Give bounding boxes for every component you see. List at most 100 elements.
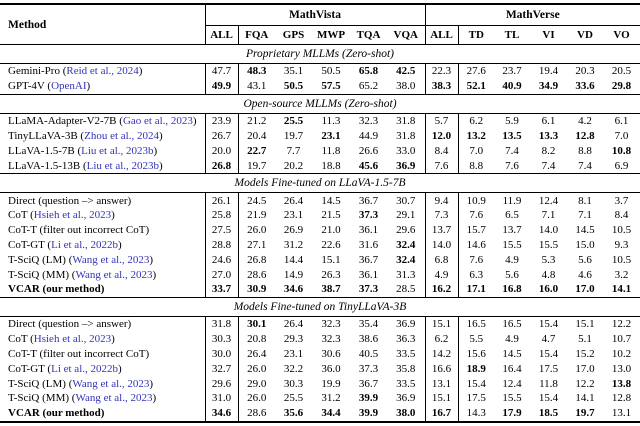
metric-cell: 16.7 (425, 405, 459, 422)
citation-link[interactable]: Zhou et al., 2024 (84, 130, 159, 143)
metric-cell: 32.3 (321, 318, 341, 331)
mathvista-group-header: MathVista (205, 4, 426, 26)
metric-cell: 44.9 (358, 130, 379, 143)
metric-cell: 36.9 (387, 391, 426, 406)
metric-cell: 7.7 (286, 144, 301, 157)
metric-cell: 32.3 (358, 115, 379, 128)
citation-link[interactable]: Reid et al., 2024 (66, 65, 139, 78)
metric-cell: 26.0 (247, 362, 267, 375)
citation-link[interactable]: Wang et al., 2023 (72, 377, 150, 390)
metric-cell: 32.4 (387, 252, 426, 268)
method-cell: CoT-T (filter out incorrect CoT) (0, 346, 206, 362)
metric-cell: 21.9 (247, 209, 267, 222)
metric-cell: 23.7 (502, 65, 522, 78)
metric-cell: 8.4 (425, 143, 459, 159)
metric-cell: 38.3 (425, 78, 459, 95)
metric-cell: 6.1 (541, 115, 556, 128)
metric-cell: 20.5 (611, 65, 632, 78)
metric-cell: 30.0 (205, 346, 239, 362)
section-title: Open-source MLLMs (Zero-shot) (0, 93, 640, 114)
metric-cell: 43.1 (247, 80, 267, 93)
metric-cell: 15.4 (466, 377, 486, 390)
column-header-mathvista-fqa: FQA (238, 25, 275, 45)
citation-link[interactable]: Hsieh et al., 2023 (33, 333, 112, 346)
metric-cell: 32.4 (387, 237, 426, 253)
method-cell: Direct (question –> answer) (0, 316, 206, 332)
metric-cell: 31.2 (321, 392, 341, 405)
metric-cell: 16.5 (502, 318, 522, 331)
metric-cell: 30.3 (205, 331, 239, 347)
citation-link[interactable]: Hsieh et al., 2023 (33, 209, 112, 222)
metric-cell: 35.6 (283, 407, 304, 420)
citation-link[interactable]: Gao et al., 2023 (122, 115, 193, 128)
metric-cell: 31.6 (358, 239, 379, 252)
metric-cell: 15.6 (466, 348, 486, 360)
table-row: TinyLLaVA-3B (Zhou et al., 2024) 26.7 20.4… (0, 128, 640, 144)
metric-cell: 39.9 (358, 392, 379, 405)
citation-link[interactable]: Wang et al., 2023 (75, 392, 153, 405)
metric-cell: 65.8 (358, 65, 379, 78)
metric-cell: 29.8 (611, 80, 632, 93)
metric-cell: 39.9 (358, 407, 379, 420)
metric-cell: 14.0 (425, 237, 459, 253)
table-row: LLaMA-Adapter-V2-7B (Gao et al., 2023) 23… (0, 113, 640, 129)
column-header-mathvista-vqa: VQA (387, 25, 426, 45)
metric-cell: 8.4 (614, 209, 629, 222)
citation-link[interactable]: Wang et al., 2023 (72, 253, 150, 266)
metric-cell: 36.9 (387, 158, 426, 174)
metric-cell: 13.7 (425, 222, 459, 238)
metric-cell: 23.1 (283, 209, 304, 222)
metric-cell: 14.1 (575, 392, 595, 405)
metric-cell: 4.6 (578, 268, 592, 281)
metric-cell: 15.5 (502, 239, 522, 252)
metric-cell: 20.4 (247, 130, 267, 143)
metric-cell: 13.2 (466, 130, 486, 143)
metric-cell: 30.1 (247, 318, 267, 331)
metric-cell: 5.1 (578, 333, 592, 346)
metric-cell: 36.7 (358, 253, 379, 266)
method-column-header: Method (0, 4, 206, 45)
section-title: Models Fine-tuned on TinyLLaVA-3B (0, 296, 640, 317)
citation-link[interactable]: Li et al., 2022b (51, 362, 118, 375)
citation-link[interactable]: Liu et al., 2023b (86, 159, 160, 172)
metric-cell: 20.8 (247, 333, 267, 346)
method-cell: TinyLLaVA-3B (Zhou et al., 2024) (0, 128, 206, 144)
table-row: T-SciQ (LM) (Wang et al., 2023) 24.6 26.8 1… (0, 252, 640, 268)
metric-cell: 6.1 (614, 115, 629, 128)
metric-cell: 17.0 (575, 283, 595, 296)
metric-cell: 14.5 (502, 348, 522, 360)
metric-cell: 16.4 (502, 362, 522, 375)
citation-link[interactable]: Li et al., 2022b (51, 239, 118, 252)
citation-link[interactable]: OpenAI (51, 80, 87, 93)
metric-cell: 12.4 (502, 377, 522, 390)
citation-link[interactable]: Liu et al., 2023b (81, 144, 154, 157)
metric-cell: 15.1 (425, 391, 459, 406)
metric-cell: 15.1 (321, 253, 341, 266)
metric-cell: 15.4 (538, 348, 559, 360)
metric-cell: 34.4 (321, 407, 341, 420)
metric-cell: 25.5 (283, 115, 304, 128)
method-cell: LLaVA-1.5-13B (Liu et al., 2023b) (0, 158, 206, 174)
metric-cell: 24.6 (205, 252, 239, 268)
table-row: CoT-GT (Li et al., 2022b) 28.8 27.1 31.2 22.… (0, 237, 640, 253)
metric-cell: 29.6 (205, 376, 239, 392)
table-row: LLaVA-1.5-7B (Liu et al., 2023b) 20.0 22.7… (0, 143, 640, 159)
metric-cell: 36.1 (358, 224, 379, 237)
metric-cell: 3.7 (614, 194, 629, 207)
metric-cell: 36.1 (358, 268, 379, 281)
metric-cell: 21.2 (247, 115, 267, 128)
metric-cell: 4.2 (578, 115, 592, 128)
section-title: Models Fine-tuned on LLaVA-1.5-7B (0, 173, 640, 194)
metric-cell: 47.7 (205, 63, 239, 79)
table-row: T-SciQ (LM) (Wang et al., 2023) 29.6 29.0 3… (0, 376, 640, 392)
metric-cell: 33.7 (205, 282, 239, 298)
metric-cell: 20.2 (283, 159, 304, 172)
metric-cell: 38.0 (387, 78, 426, 95)
metric-cell: 12.4 (538, 194, 559, 207)
method-cell: LLaMA-Adapter-V2-7B (Gao et al., 2023) (0, 113, 206, 129)
citation-link[interactable]: Wang et al., 2023 (75, 268, 153, 281)
method-cell: Direct (question –> answer) (0, 192, 206, 208)
metric-cell: 33.5 (387, 346, 426, 362)
metric-cell: 22.6 (321, 239, 341, 252)
metric-cell: 17.0 (575, 362, 595, 375)
